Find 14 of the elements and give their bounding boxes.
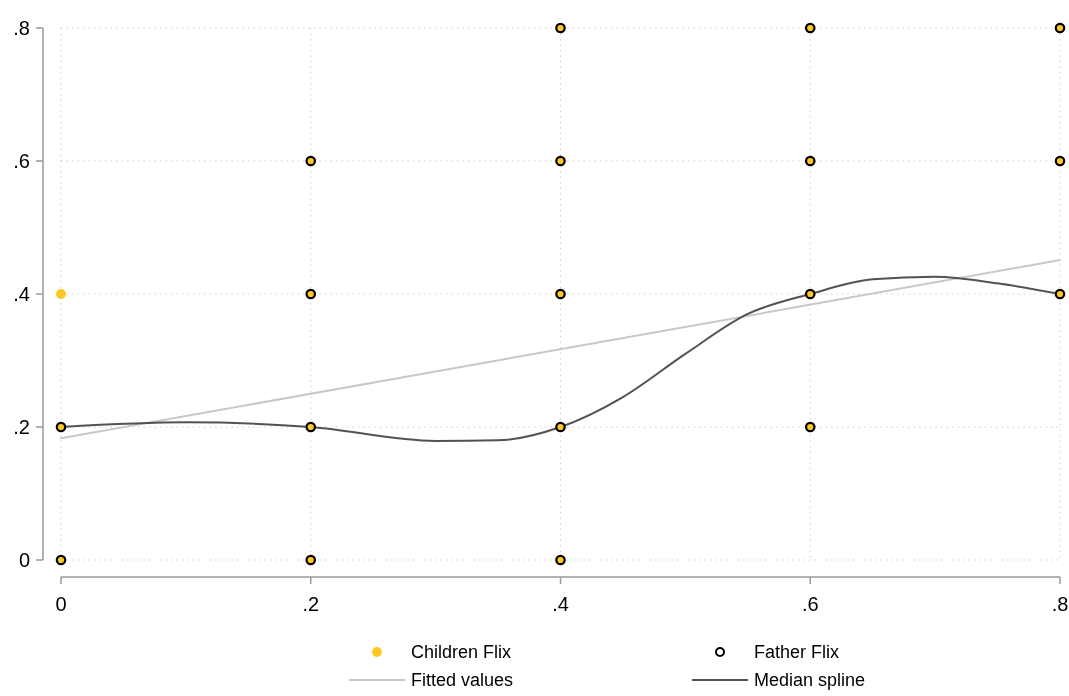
x-tick-label: .8 bbox=[1051, 593, 1069, 615]
legend-label: Children Flix bbox=[411, 642, 512, 663]
y-tick-label: .2 bbox=[13, 416, 30, 438]
y-tick-label: 0 bbox=[18, 549, 30, 571]
legend-label: Fitted values bbox=[411, 670, 514, 691]
y-tick-label: .4 bbox=[13, 283, 30, 305]
x-tick-label: .6 bbox=[801, 593, 819, 615]
legend-label: Median spline bbox=[754, 670, 866, 691]
x-tick-label: .4 bbox=[552, 593, 569, 615]
x-tick-label: 0 bbox=[55, 593, 67, 615]
y-tick-label: .8 bbox=[13, 17, 30, 39]
x-tick-label: .2 bbox=[302, 593, 320, 615]
y-tick-label: .6 bbox=[13, 150, 30, 172]
legend-label: Father Flix bbox=[754, 642, 840, 663]
